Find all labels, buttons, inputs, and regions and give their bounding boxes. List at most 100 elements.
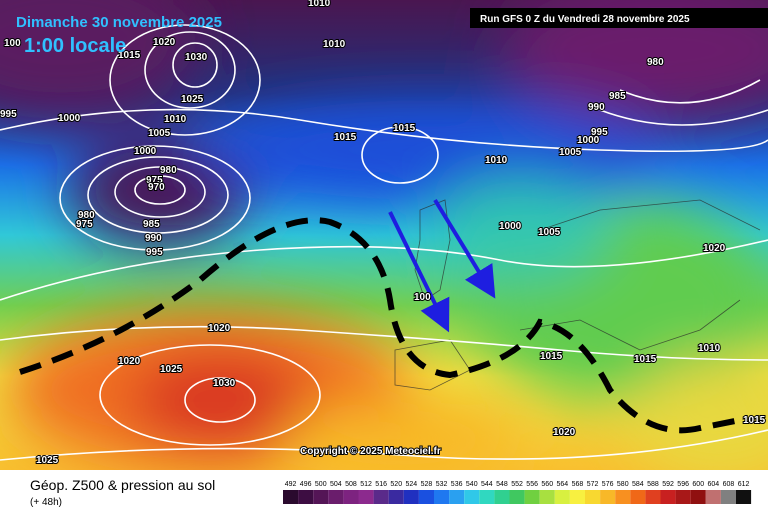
run: Run GFS 0 Z du Vendredi 28 novembre 2025	[480, 14, 690, 25]
isobar-label: 1010	[323, 39, 346, 50]
colorbar-cell	[328, 490, 344, 504]
colorbar-label: 536	[451, 481, 463, 488]
isobar-label: 990	[145, 233, 162, 244]
isobar-label: 985	[609, 91, 626, 102]
colorbar-label: 592	[662, 481, 674, 488]
colorbar-cell	[464, 490, 480, 504]
colorbar-cell	[343, 490, 359, 504]
colorbar-label: 528	[421, 481, 433, 488]
isobar-label: 985	[143, 219, 160, 230]
time: 1:00 locale	[24, 35, 126, 57]
colorbar-label: 608	[723, 481, 735, 488]
isobar-label: 1010	[308, 0, 331, 9]
colorbar-label: 548	[496, 481, 508, 488]
colorbar-label: 492	[285, 481, 297, 488]
isobar-label: 1025	[160, 364, 183, 375]
colorbar-label: 508	[345, 481, 357, 488]
isobar-label: 1030	[213, 378, 236, 389]
colorbar-cell	[509, 490, 525, 504]
isobar-label: 975	[76, 219, 93, 230]
colorbar-cell	[554, 490, 570, 504]
colorbar-cell	[585, 490, 601, 504]
colorbar-cell	[449, 490, 465, 504]
colorbar-label: 580	[617, 481, 629, 488]
colorbar-cell	[690, 490, 706, 504]
isobar-label: 980	[160, 165, 177, 176]
isobar-label: 1005	[559, 147, 582, 158]
date: Dimanche 30 novembre 2025	[16, 14, 222, 31]
colorbar-label: 596	[677, 481, 689, 488]
isobar-label: 975	[146, 175, 163, 186]
isobar-label: 1030	[185, 52, 208, 63]
colorbar-label: 532	[436, 481, 448, 488]
colorbar-label: 500	[315, 481, 327, 488]
isobar-label: 970	[148, 182, 165, 193]
footer-lead: (+ 48h)	[30, 497, 62, 508]
colorbar-label: 552	[511, 481, 523, 488]
colorbar-label: 540	[466, 481, 478, 488]
colorbar-cell	[434, 490, 450, 504]
isobar-label: 1005	[148, 128, 171, 139]
colorbar-label: 564	[557, 481, 569, 488]
isobar-label: 1005	[538, 227, 561, 238]
colorbar: 492 496 500 504 508 512 516 520 524 528 532 536 540 5…	[283, 481, 752, 504]
colorbar-cell	[524, 490, 540, 504]
colorbar-cell	[313, 490, 329, 504]
colorbar-label: 568	[572, 481, 584, 488]
isobar-label: 1015	[634, 354, 657, 365]
run-box	[470, 8, 768, 28]
colorbar-cell	[600, 490, 616, 504]
copyright: Copyright © 2025 Meteociel.fr	[300, 446, 441, 457]
isobar-label: 1025	[36, 455, 59, 466]
colorbar-label: 600	[692, 481, 704, 488]
isobar-labels: 1001015102010301010101010251010100510009…	[0, 0, 767, 467]
isobar-label: 1020	[553, 427, 576, 438]
isobar-label: 995	[591, 127, 608, 138]
colorbar-label: 588	[647, 481, 659, 488]
colorbar-label: 556	[526, 481, 538, 488]
isobar-label: 1010	[698, 343, 721, 354]
isobar-label: 1020	[153, 37, 176, 48]
isobar-label: 995	[146, 247, 163, 258]
colorbar-cell	[283, 490, 299, 504]
isobar-label: 1000	[58, 113, 81, 124]
isobar-label: 1000	[577, 135, 600, 146]
colorbar-cell	[358, 490, 374, 504]
isobar-label: 1015	[118, 50, 141, 61]
isobar-label: 1025	[181, 94, 204, 105]
isobar-label: 100	[414, 292, 431, 303]
colorbar-cell	[298, 490, 314, 504]
colorbar-cell	[403, 490, 419, 504]
colorbar-label: 516	[375, 481, 387, 488]
map-background	[0, 0, 768, 480]
colorbar-label: 560	[541, 481, 553, 488]
isobar-label: 1010	[164, 114, 187, 125]
colorbar-cell	[539, 490, 555, 504]
isobar-label: 1015	[743, 415, 766, 426]
isobar-label: 980	[647, 57, 664, 68]
colorbar-cell	[388, 490, 404, 504]
isobar-label: 1015	[540, 351, 563, 362]
colorbar-label: 520	[390, 481, 402, 488]
colorbar-cell	[494, 490, 510, 504]
colorbar-cell	[630, 490, 646, 504]
colorbar-label: 576	[602, 481, 614, 488]
colorbar-cell	[645, 490, 661, 504]
colorbar-cell	[479, 490, 495, 504]
isobar-label: 1020	[703, 243, 726, 254]
colorbar-cell	[705, 490, 721, 504]
isobar-label: 100	[4, 38, 21, 49]
colorbar-label: 612	[738, 481, 750, 488]
isobar-label: 990	[588, 102, 605, 113]
colorbar-cell	[569, 490, 585, 504]
colorbar-cell	[736, 490, 752, 504]
colorbar-label: 584	[632, 481, 644, 488]
colorbar-label: 504	[330, 481, 342, 488]
colorbar-cell	[720, 490, 736, 504]
colorbar-label: 572	[587, 481, 599, 488]
colorbar-cell	[675, 490, 691, 504]
colorbar-cell	[373, 490, 389, 504]
isobar-label: 1015	[393, 123, 416, 134]
colorbar-label: 604	[708, 481, 720, 488]
